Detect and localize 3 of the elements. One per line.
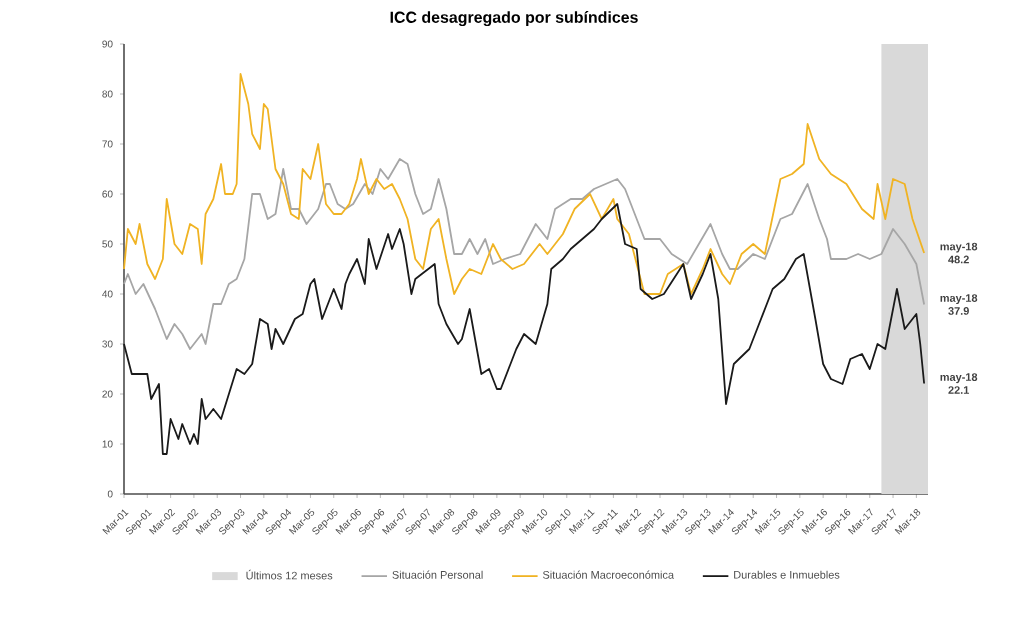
line-series (123, 73, 926, 295)
line-series (123, 158, 926, 350)
line-series (123, 203, 926, 455)
